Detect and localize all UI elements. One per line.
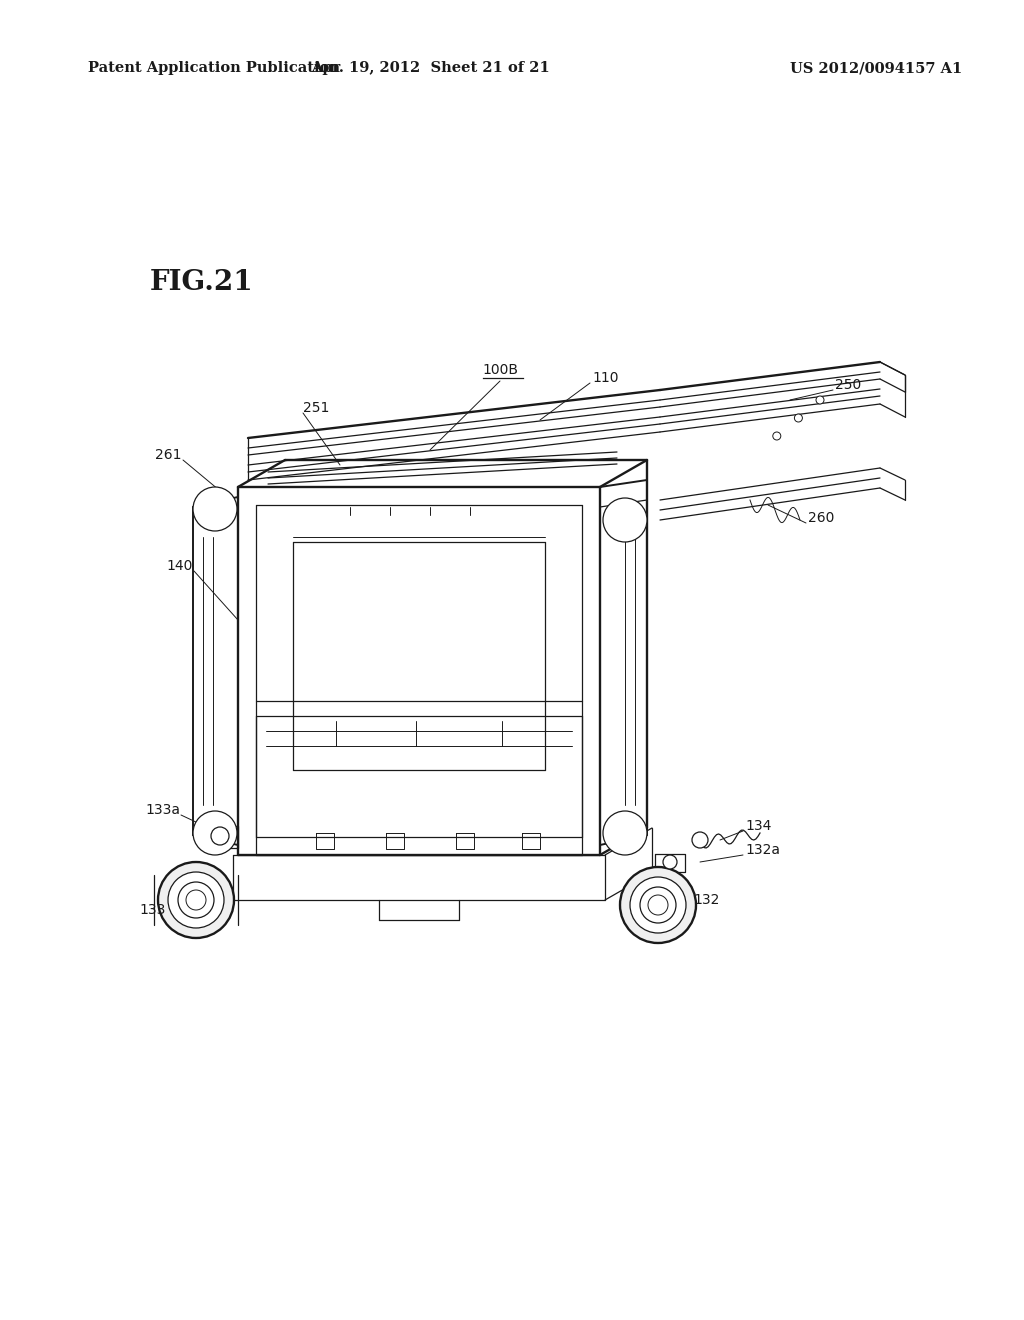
Text: 133a: 133a [145, 803, 180, 817]
Text: 132: 132 [693, 894, 720, 907]
Text: 132a: 132a [745, 843, 780, 857]
Text: Apr. 19, 2012  Sheet 21 of 21: Apr. 19, 2012 Sheet 21 of 21 [310, 61, 549, 75]
Circle shape [193, 487, 237, 531]
Circle shape [630, 876, 686, 933]
Text: 134: 134 [745, 818, 771, 833]
Circle shape [193, 810, 237, 855]
Circle shape [620, 867, 696, 942]
Circle shape [211, 828, 229, 845]
Text: FIG.21: FIG.21 [150, 268, 254, 296]
Circle shape [603, 498, 647, 543]
Circle shape [795, 414, 803, 422]
Text: 260: 260 [808, 511, 835, 525]
Text: 140: 140 [167, 558, 193, 573]
Text: Patent Application Publication: Patent Application Publication [88, 61, 340, 75]
Text: 100B: 100B [482, 363, 518, 378]
Circle shape [168, 873, 224, 928]
Text: 251: 251 [303, 401, 330, 414]
Text: 110: 110 [592, 371, 618, 385]
Circle shape [773, 432, 780, 440]
Circle shape [663, 855, 677, 869]
Text: 250: 250 [835, 378, 861, 392]
Circle shape [692, 832, 708, 847]
Circle shape [816, 396, 824, 404]
Text: 133: 133 [139, 903, 166, 917]
Circle shape [603, 810, 647, 855]
Text: US 2012/0094157 A1: US 2012/0094157 A1 [790, 61, 963, 75]
Circle shape [158, 862, 234, 939]
Text: 261: 261 [156, 447, 182, 462]
